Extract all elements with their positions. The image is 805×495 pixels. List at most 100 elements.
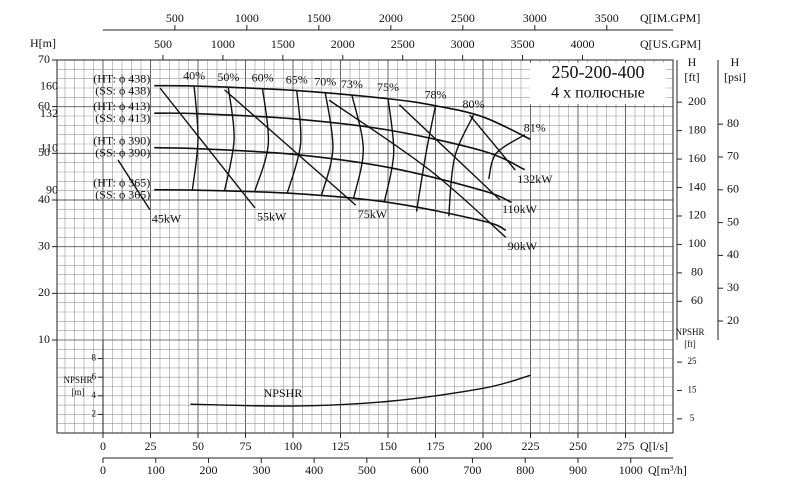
x-tick-label: 1500	[271, 37, 295, 51]
y-tick-label: 100	[688, 236, 706, 250]
x-tick-label: 3000	[523, 11, 547, 25]
impeller-label: (SS: ϕ 413)	[95, 111, 150, 125]
power-label: 55kW	[257, 210, 287, 224]
power-label: 45kW	[152, 212, 182, 226]
x-tick-label: 200	[200, 463, 218, 477]
efficiency-curve	[383, 98, 395, 203]
x-tick-label: 2500	[451, 11, 475, 25]
x-tick-label: 150	[379, 439, 397, 453]
x-tick-label: 50	[192, 439, 204, 453]
y-tick-label: 20	[38, 285, 50, 299]
power-curve	[469, 114, 516, 171]
impeller-label: (SS: ϕ 438)	[95, 83, 150, 97]
npshr-label: NPSHR	[264, 386, 303, 400]
power-curve	[398, 104, 501, 201]
x-tick-label: 500	[166, 11, 184, 25]
impeller-label: 110	[40, 140, 58, 154]
impeller-label: (SS: ϕ 365)	[95, 187, 150, 201]
npshr-curve	[190, 374, 531, 407]
x-tick-label: 1500	[307, 11, 331, 25]
x-tick-label: 75	[239, 439, 251, 453]
x-tick-label: 2000	[331, 37, 355, 51]
y-tick-label: 25	[688, 356, 698, 366]
x-tick-label: 4000	[570, 37, 594, 51]
efficiency-label: 73%	[341, 77, 363, 91]
x-tick-label: 500	[154, 37, 172, 51]
axis-label: H[m]	[30, 36, 56, 50]
impeller-label: 90	[46, 182, 58, 196]
axis-label: [ft]	[684, 70, 699, 84]
x-tick-label: 600	[411, 463, 429, 477]
axes: 0 25 50 75 100 125 150 175 200 225 250 275 Q[l/s]0 10…	[30, 11, 746, 477]
axis-label: H	[731, 55, 740, 69]
y-tick-label: 60	[691, 293, 703, 307]
x-tick-label: 2000	[379, 11, 403, 25]
x-tick-label: 125	[331, 439, 349, 453]
y-tick-label: 40	[727, 247, 739, 261]
y-tick-label: 40	[38, 192, 50, 206]
efficiency-label: 50%	[217, 70, 239, 84]
efficiency-curve	[415, 105, 437, 212]
impeller-label: (HT: ϕ 365)	[93, 175, 150, 189]
efficiency-curve	[223, 87, 235, 191]
axis-label: [m]	[72, 387, 85, 397]
efficiency-label: 40%	[183, 68, 205, 82]
y-tick-label: 120	[688, 208, 706, 222]
axis-label: NPSHR	[675, 327, 704, 337]
efficiency-label: 75%	[377, 80, 399, 94]
power-curve	[224, 89, 357, 206]
x-tick-label: 100	[147, 463, 165, 477]
efficiency-curve	[448, 114, 475, 217]
y-tick-label: 15	[688, 385, 698, 395]
axis-label: Q[l/s]	[640, 439, 668, 453]
y-tick-label: 60	[38, 98, 50, 112]
y-tick-label: 20	[727, 313, 739, 327]
axis-label: Q[IM.GPM]	[640, 11, 700, 25]
x-tick-label: 300	[252, 463, 270, 477]
y-tick-label: 10	[38, 332, 50, 346]
x-tick-label: 900	[569, 463, 587, 477]
y-tick-label: 4	[92, 390, 97, 400]
x-tick-label: 100	[284, 439, 302, 453]
y-tick-label: 50	[727, 214, 739, 228]
y-tick-label: 180	[688, 122, 706, 136]
efficiency-label: 60%	[252, 71, 274, 85]
x-tick-label: 25	[144, 439, 156, 453]
impeller-label: (HT: ϕ 390)	[93, 133, 150, 147]
x-tick-label: 0	[100, 439, 106, 453]
efficiency-curve	[254, 88, 270, 191]
x-tick-label: 2500	[391, 37, 415, 51]
impeller-label: 160	[40, 78, 58, 92]
power-label: 132kW	[517, 172, 553, 186]
power-label: 110kW	[502, 202, 538, 216]
y-tick-label: 200	[688, 94, 706, 108]
efficiency-curve	[191, 86, 199, 191]
impeller-label: (HT: ϕ 413)	[93, 99, 150, 113]
x-tick-label: 700	[463, 463, 481, 477]
impeller-label: (HT: ϕ 438)	[93, 71, 150, 85]
efficiency-label: 81%	[524, 120, 546, 134]
y-tick-label: 2	[92, 408, 97, 418]
efficiency-label: 65%	[286, 73, 308, 87]
efficiency-curve	[286, 90, 302, 194]
impeller-label: (SS: ϕ 390)	[95, 145, 150, 159]
x-tick-label: 200	[474, 439, 492, 453]
axis-label: [psi]	[724, 70, 746, 84]
chart-subtitle: 4 х полюсные	[551, 85, 645, 102]
impeller-curve	[154, 112, 526, 171]
y-tick-label: 8	[92, 353, 97, 363]
x-tick-label: 400	[305, 463, 323, 477]
x-tick-label: 275	[616, 439, 634, 453]
efficiency-curve	[320, 92, 334, 196]
power-label: 90kW	[508, 239, 538, 253]
efficiency-label: 70%	[314, 74, 336, 88]
axis-label: Q[US.GPM]	[640, 37, 701, 51]
y-tick-label: 30	[727, 280, 739, 294]
axis-label: NPSHR	[63, 375, 92, 385]
x-tick-label: 0	[100, 463, 106, 477]
y-tick-label: 30	[38, 238, 50, 252]
x-tick-label: 1000	[619, 463, 643, 477]
y-tick-label: 140	[688, 179, 706, 193]
